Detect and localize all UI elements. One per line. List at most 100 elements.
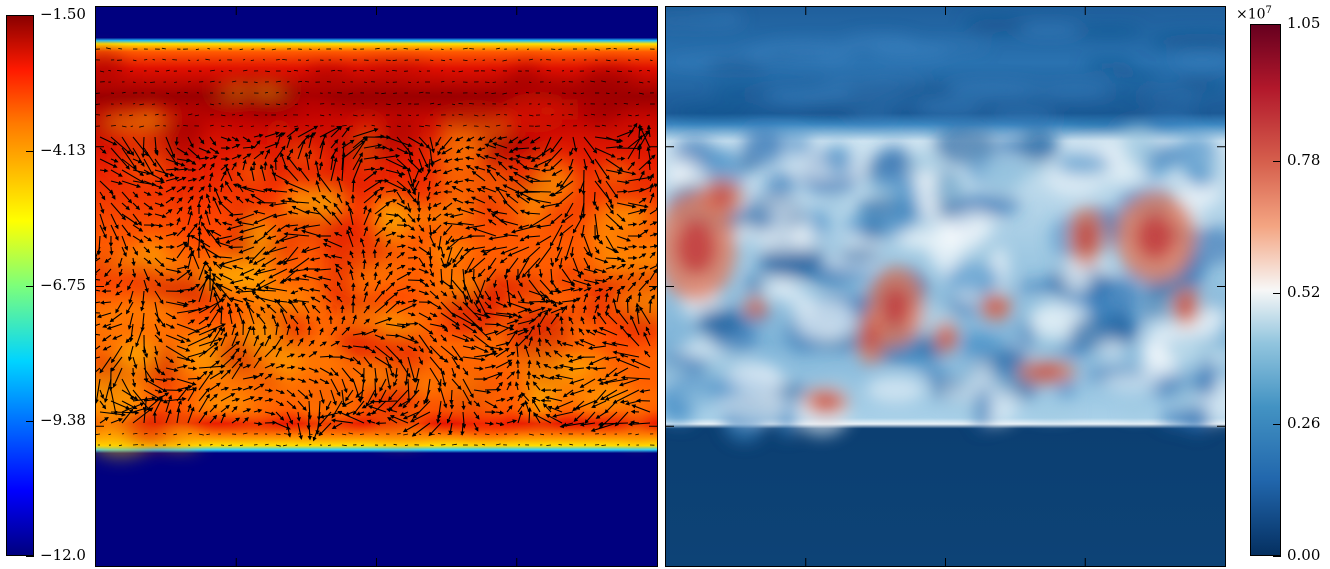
velocity-arrow — [110, 202, 126, 221]
velocity-arrow — [546, 444, 552, 446]
velocity-arrow — [638, 92, 644, 95]
velocity-arrow — [487, 257, 497, 271]
velocity-arrow — [517, 114, 522, 117]
velocity-arrow — [268, 202, 288, 208]
velocity-arrow — [418, 279, 430, 288]
velocity-arrow — [396, 191, 405, 205]
velocity-arrow — [143, 191, 152, 196]
velocity-arrow — [143, 147, 157, 168]
velocity-arrow — [209, 172, 214, 182]
velocity-arrow — [121, 191, 133, 204]
velocity-arrow — [176, 301, 189, 307]
velocity-arrow — [418, 246, 431, 256]
velocity-arrow — [441, 147, 453, 155]
velocity-arrow — [528, 290, 549, 299]
velocity-arrow — [549, 224, 563, 247]
velocity-arrow — [96, 268, 101, 276]
velocity-arrow — [392, 70, 398, 72]
velocity-arrow — [311, 197, 321, 204]
velocity-arrow — [407, 202, 412, 213]
velocity-arrow — [370, 69, 376, 72]
velocity-arrow — [121, 147, 137, 170]
velocity-arrow — [572, 287, 584, 292]
velocity-arrow — [627, 208, 645, 215]
velocity-arrow — [374, 290, 386, 303]
velocity-arrow — [279, 235, 299, 243]
velocity-arrow — [484, 125, 490, 128]
velocity-arrow — [349, 269, 354, 281]
velocity-arrow — [99, 70, 105, 73]
velocity-arrow — [121, 91, 126, 94]
texture-blob — [517, 186, 547, 229]
velocity-arrow — [305, 125, 310, 127]
velocity-arrow — [457, 221, 475, 226]
velocity-arrow — [105, 279, 112, 286]
velocity-arrow — [347, 206, 354, 226]
texture-blob — [794, 299, 857, 341]
velocity-arrow — [616, 202, 637, 209]
velocity-arrow — [396, 213, 407, 223]
texture-blob — [864, 323, 878, 351]
velocity-arrow — [186, 232, 191, 248]
velocity-arrow — [176, 197, 183, 204]
velocity-arrow — [132, 136, 149, 157]
velocity-arrow — [454, 167, 464, 172]
texture-blob — [175, 112, 204, 138]
velocity-arrow — [154, 245, 164, 250]
velocity-arrow — [254, 295, 277, 303]
velocity-arrow — [476, 188, 486, 193]
velocity-arrow — [475, 153, 486, 160]
velocity-arrow — [176, 158, 191, 163]
velocity-arrow — [287, 210, 299, 215]
velocity-arrow — [473, 301, 481, 314]
velocity-arrow — [349, 250, 354, 259]
velocity-arrow — [561, 279, 576, 286]
velocity-arrow — [209, 229, 222, 237]
velocity-arrow — [627, 263, 635, 270]
velocity-arrow — [627, 202, 649, 209]
velocity-arrow — [253, 210, 266, 215]
velocity-arrow — [468, 257, 486, 273]
velocity-arrow — [488, 136, 497, 143]
velocity-arrow — [363, 207, 372, 226]
velocity-arrow — [495, 114, 501, 116]
velocity-arrow — [638, 170, 645, 182]
velocity-arrow — [209, 162, 215, 171]
velocity-arrow — [237, 220, 255, 226]
velocity-arrow — [250, 125, 255, 127]
velocity-arrow — [431, 213, 442, 222]
velocity-arrow — [484, 81, 490, 83]
velocity-arrow — [385, 188, 398, 193]
velocity-arrow — [99, 168, 109, 173]
velocity-arrow — [625, 297, 630, 314]
velocity-arrow — [110, 191, 116, 200]
velocity-arrow — [154, 191, 163, 196]
velocity-arrow — [484, 301, 492, 310]
velocity-arrow — [572, 257, 582, 279]
velocity-arrow — [616, 224, 624, 230]
velocity-arrow — [283, 231, 310, 237]
velocity-arrow — [527, 359, 532, 369]
velocity-arrow — [528, 81, 532, 83]
velocity-arrow — [556, 235, 563, 252]
velocity-arrow — [550, 114, 554, 116]
velocity-arrow — [143, 202, 154, 210]
velocity-arrow — [143, 180, 164, 190]
texture-blob — [920, 367, 947, 380]
velocity-arrow — [121, 224, 131, 237]
velocity-arrow — [569, 246, 575, 258]
velocity-arrow — [362, 258, 367, 270]
velocity-arrow — [638, 253, 647, 259]
velocity-arrow — [594, 268, 607, 274]
velocity-arrow — [616, 213, 626, 223]
texture-blob — [243, 289, 314, 308]
velocity-arrow — [352, 136, 368, 160]
velocity-arrow — [363, 290, 369, 303]
left-colorbar-tick-mark — [26, 421, 34, 422]
velocity-arrow — [143, 279, 149, 293]
velocity-arrow — [385, 158, 408, 170]
velocity-arrow — [616, 169, 637, 176]
velocity-arrow — [121, 246, 127, 258]
velocity-arrow — [176, 269, 191, 281]
velocity-arrow — [228, 212, 244, 218]
